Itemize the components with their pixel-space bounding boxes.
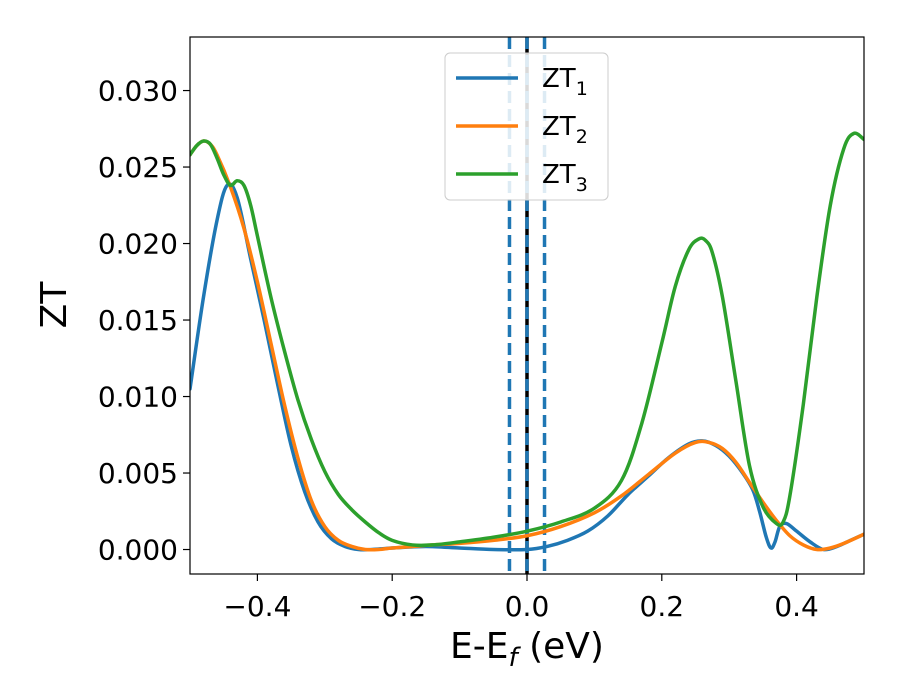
- series-group: [190, 131, 864, 552]
- y-tick-label: 0.015: [98, 304, 178, 337]
- legend-label-zt1: ZT1: [542, 64, 588, 100]
- y-tick-label: 0.010: [98, 381, 178, 414]
- y-axis: 0.000 0.005 0.010 0.015 0.020 0.025 0.030: [98, 75, 190, 567]
- legend-label-zt3: ZT3: [542, 160, 588, 196]
- y-tick-label: 0.005: [98, 457, 178, 490]
- legend-label-zt2: ZT2: [542, 112, 588, 148]
- x-tick-label: −0.2: [358, 590, 426, 623]
- series-line-zt3: [190, 131, 864, 548]
- x-tick-label: −0.4: [223, 590, 291, 623]
- x-tick-label: 0.0: [505, 590, 550, 623]
- x-axis: −0.4 −0.2 0.0 0.2 0.4: [223, 574, 819, 623]
- y-tick-label: 0.025: [98, 151, 178, 184]
- y-tick-label: 0.020: [98, 228, 178, 261]
- legend: ZT1 ZT2 ZT3: [444, 52, 609, 201]
- series-line-zt1: [190, 182, 864, 552]
- y-tick-label: 0.000: [98, 534, 178, 567]
- x-tick-label: 0.4: [774, 590, 819, 623]
- y-axis-title: ZT: [34, 281, 75, 329]
- y-tick-label: 0.030: [98, 75, 178, 108]
- legend-box: [444, 52, 609, 201]
- x-axis-title: E-Ef (eV): [450, 626, 604, 673]
- x-tick-label: 0.2: [640, 590, 685, 623]
